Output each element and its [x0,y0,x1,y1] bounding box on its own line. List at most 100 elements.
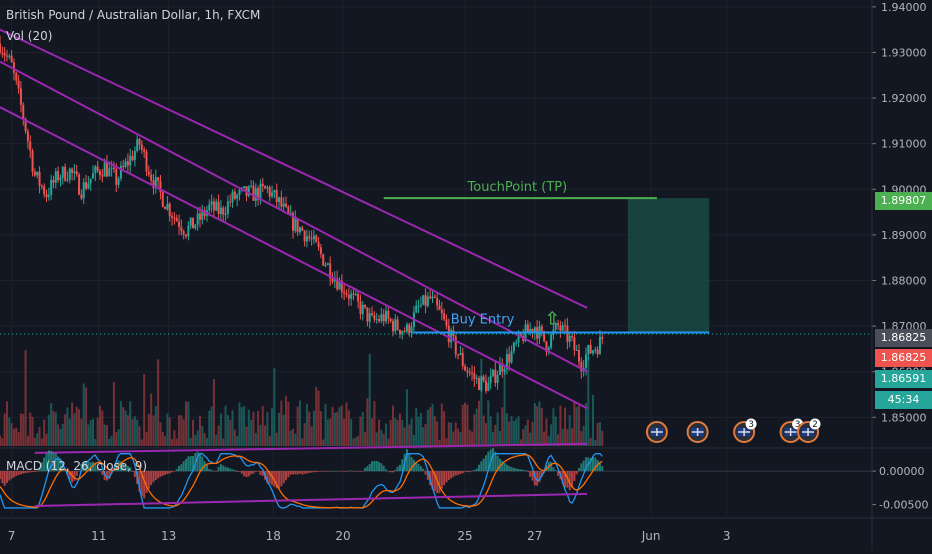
macd-indicator-label[interactable]: MACD (12, 26, close, 9) [6,459,148,473]
candle-body [173,217,176,219]
macd-histogram-bar [501,461,504,472]
macd-histogram-bar [164,471,167,475]
macd-histogram-bar [189,455,192,472]
candle-body [71,168,74,173]
macd-histogram-bar [378,461,381,472]
candle-body [226,201,229,214]
candle-body [19,88,22,105]
volume-bar [224,405,227,446]
macd-histogram-bar [250,471,253,475]
macd-histogram-bar [557,471,560,476]
macd-histogram-bar [254,471,257,472]
candle-body [440,309,443,314]
macd-histogram-bar [150,471,153,486]
macd-histogram-bar [350,470,353,472]
macd-histogram-bar [182,461,185,472]
macd-histogram-bar [78,470,81,472]
volume-bar [180,415,183,446]
candle-body [561,325,564,331]
volume-bar [110,436,113,446]
macd-histogram-bar [229,468,232,472]
volume-bar [564,407,567,446]
macd-histogram-bar [364,467,367,472]
candle-body [119,165,122,179]
volume-bar [115,431,118,446]
volume-bar [312,410,315,446]
volume-bar [364,431,367,446]
volume-bar [68,418,71,446]
candle-body [280,197,283,207]
candle-body [482,376,485,381]
volume-bar [468,429,471,446]
candle-body [26,131,29,142]
volume-bar [36,433,39,446]
macd-histogram-bar [198,452,201,472]
macd-histogram-bar [96,467,99,472]
volume-bar [5,401,8,446]
volume-bar [347,410,350,446]
price-tick-label: 1.93000 [881,46,927,59]
volume-bar [208,410,211,446]
volume-bar [380,429,383,446]
candle-body [505,354,508,370]
candle-body [596,349,599,355]
macd-histogram-bar [268,471,271,484]
volume-bar [210,406,213,446]
volume-bar [196,430,199,446]
volume-bar [405,389,408,446]
macd-histogram-bar [57,456,60,472]
macd-histogram-bar [175,469,178,472]
volume-bar [152,415,155,446]
candle-body [159,180,162,193]
volume-bar [394,418,397,446]
candle-body [136,139,139,152]
macd-histogram-bar [482,458,485,472]
macd-histogram-bar [85,460,88,472]
candle-body [473,373,476,379]
macd-histogram-bar [245,471,248,478]
candle-body [264,186,267,189]
candle-body [122,165,125,168]
volume-bar [282,414,285,446]
up-arrow-icon: ⇧ [545,309,560,330]
macd-histogram-bar [296,471,299,475]
macd-histogram-bar [396,466,399,472]
candle-body [308,236,311,239]
take-profit-zone [627,198,710,333]
candle-body [498,363,501,375]
candle-body [368,313,371,322]
candle-body [375,319,378,321]
candle-body [324,264,327,266]
volume-bar [378,419,381,446]
candle-body [424,295,427,306]
event-count-badge [809,418,821,430]
volume-bar [187,401,190,446]
macd-histogram-bar [431,471,434,489]
volume-bar [475,408,478,446]
candle-body [601,336,604,340]
volume-bar [343,418,346,446]
price-tick-label: 1.91000 [881,138,927,151]
macd-histogram-bar [531,471,534,481]
volume-bar [175,438,178,446]
candle-body [85,182,88,189]
volume-bar [396,420,399,446]
candle-body [115,169,118,185]
volume-bar [194,434,197,446]
macd-histogram-bar [329,471,332,472]
entry-price-tag: 1.86825 [875,329,932,347]
candle-body [157,177,160,181]
volume-bar [94,439,97,446]
macd-histogram-bar [475,468,478,472]
candle-body [57,171,60,181]
candle-body [196,213,199,225]
volume-indicator-label[interactable]: Vol (20) [6,29,53,43]
candle-body [33,171,36,176]
volume-bar [296,406,299,446]
volume-bar [536,406,539,446]
candle-body [278,197,281,202]
volume-bar [215,434,218,446]
volume-bar [71,402,74,446]
